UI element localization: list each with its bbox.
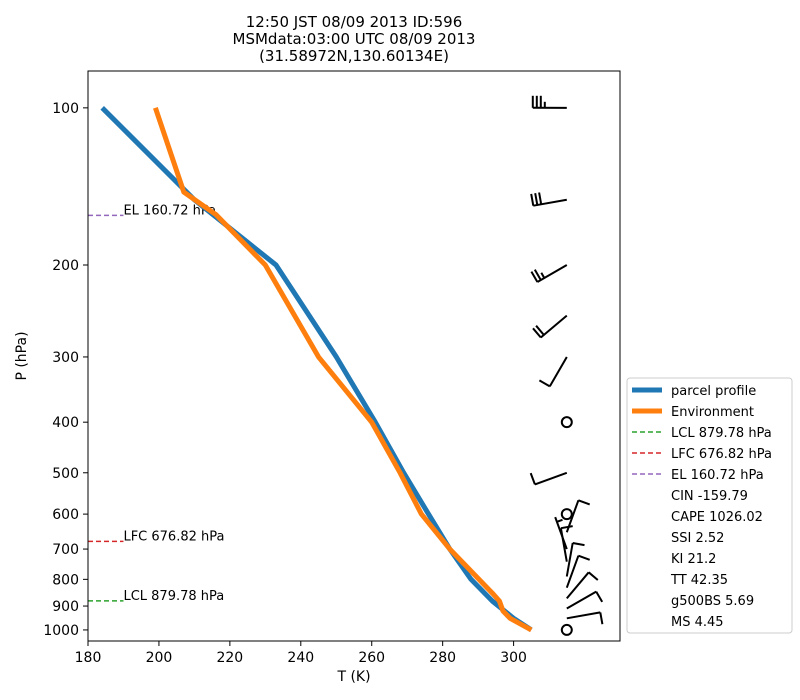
wind-barb-flag <box>578 554 591 561</box>
wind-barb-flag <box>595 591 604 603</box>
y-tick-label: 800 <box>52 572 79 588</box>
wind-barb <box>530 192 567 207</box>
wind-barb-shaft <box>566 611 601 620</box>
wind-barb-half-flag <box>540 272 546 279</box>
wind-barb-flag <box>530 271 539 283</box>
legend-entry: LCL 879.78 hPa <box>671 426 772 441</box>
wind-barb-shaft <box>566 590 597 610</box>
wind-barb-shaft <box>548 356 568 387</box>
wind-barb-shaft <box>566 571 590 600</box>
wind-barb-flag <box>599 612 604 625</box>
y-tick-label: 500 <box>52 466 79 482</box>
level-annotation: LFC 676.82 hPa <box>123 529 224 544</box>
wind-barb <box>559 525 573 562</box>
x-axis: 180 200 220 240 260 280 300 <box>75 641 527 666</box>
wind-barb <box>565 542 585 577</box>
wind-barb <box>532 314 568 339</box>
plot-area: LCL 879.78 hPa LFC 676.82 hPa EL 160.72 hP… <box>88 95 604 636</box>
plot-frame <box>87 70 621 642</box>
x-tick-label: 220 <box>216 650 243 666</box>
y-tick-label: 600 <box>52 507 79 523</box>
legend-entry: parcel profile <box>671 384 756 399</box>
title-line: (31.58972N,130.60134E) <box>259 47 449 65</box>
y-axis-label: P (hPa) <box>14 331 30 380</box>
y-tick-label: 200 <box>52 258 79 274</box>
wind-barb <box>566 590 604 610</box>
wind-barb <box>565 554 591 589</box>
x-tick-label: 180 <box>75 650 102 666</box>
x-tick-label: 200 <box>146 650 173 666</box>
wind-barb-flag <box>538 379 551 388</box>
wind-barb-flag <box>534 193 539 206</box>
wind-barb-flag <box>535 325 545 336</box>
title-line: 12:50 JST 08/09 2013 ID:596 <box>246 13 462 31</box>
y-tick-label: 100 <box>52 101 79 117</box>
wind-barb-shaft <box>536 264 568 283</box>
wind-barb <box>538 356 568 388</box>
legend-box <box>626 377 793 634</box>
legend-index: SSI 2.52 <box>671 531 724 546</box>
wind-barb-flag <box>529 472 536 485</box>
series-line-parcel-profile <box>100 106 533 632</box>
x-axis-label: T (K) <box>336 669 370 685</box>
wind-barb-shaft <box>533 198 567 207</box>
wind-barb-shaft <box>534 471 568 486</box>
wind-barb-shaft <box>565 555 580 589</box>
wind-barb-flag <box>533 269 542 281</box>
wind-barb-flag <box>560 525 573 530</box>
legend-entry: EL 160.72 hPa <box>671 468 764 483</box>
y-tick-label: 300 <box>52 350 79 366</box>
wind-barb-shaft <box>559 528 568 562</box>
wind-barb-flag <box>588 571 599 581</box>
x-tick-label: 240 <box>287 650 314 666</box>
y-tick-label: 900 <box>52 599 79 615</box>
wind-barb <box>530 264 568 283</box>
legend-index: MS 4.45 <box>671 615 724 630</box>
legend-entry: LFC 676.82 hPa <box>671 447 772 462</box>
legend-index: g500BS 5.69 <box>671 594 754 609</box>
wind-barb-calm <box>560 508 573 521</box>
wind-barb <box>566 611 604 625</box>
y-tick-label: 1000 <box>43 623 79 639</box>
wind-barb <box>531 95 567 109</box>
level-annotation: EL 160.72 hPa <box>123 203 216 218</box>
legend-index: CAPE 1026.02 <box>671 510 763 525</box>
legend-index: KI 21.2 <box>671 552 716 567</box>
legend: parcel profile Environment LCL 879.78 hPa L… <box>626 377 793 634</box>
wind-barb-flag <box>572 542 585 547</box>
x-tick-label: 280 <box>429 650 456 666</box>
level-annotation: LCL 879.78 hPa <box>123 589 224 604</box>
y-tick-label: 700 <box>52 542 79 558</box>
legend-entry: Environment <box>671 405 754 420</box>
wind-barb-calm <box>560 623 573 636</box>
x-tick-label: 260 <box>358 650 385 666</box>
title-line: MSMdata:03:00 UTC 08/09 2013 <box>233 30 476 48</box>
wind-barb-flag <box>578 499 591 506</box>
wind-barb-calm <box>560 416 573 429</box>
y-tick-label: 400 <box>52 415 79 431</box>
chart-title: 12:50 JST 08/09 2013 ID:596MSMdata:03:00… <box>233 13 476 65</box>
wind-barb-flag <box>530 193 535 206</box>
legend-index: CIN -159.79 <box>671 489 748 504</box>
wind-barb <box>529 471 568 486</box>
wind-barb-shaft <box>540 314 568 339</box>
wind-barb-flag <box>538 192 543 205</box>
wind-barb-half-flag <box>556 518 563 523</box>
wind-barb-flag <box>532 327 542 339</box>
y-axis: 100 200 300 400 500 600 700 800 900 1000 <box>43 101 88 639</box>
series-line-environment <box>153 107 533 633</box>
wind-barb <box>566 571 599 600</box>
x-tick-label: 300 <box>500 650 527 666</box>
legend-index: TT 42.35 <box>670 573 728 588</box>
wind-barb-shaft <box>565 542 574 577</box>
